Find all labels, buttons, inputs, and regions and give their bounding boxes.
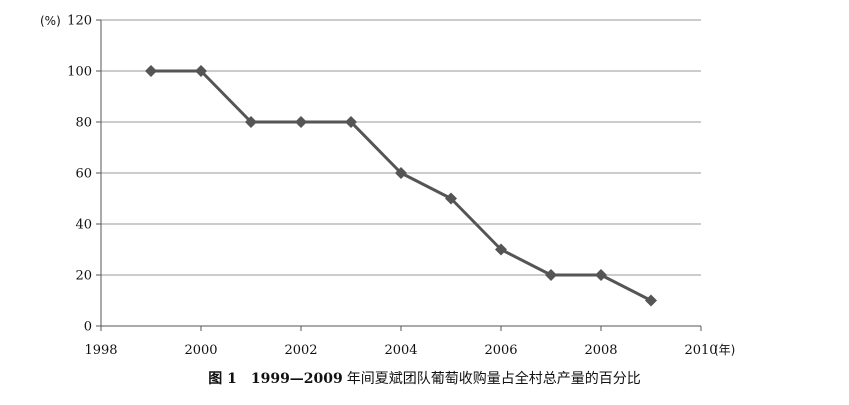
data-point-2002 <box>295 116 307 128</box>
data-point-2003 <box>345 116 357 128</box>
y-tick-label-4: 80 <box>75 116 92 131</box>
data-point-2001 <box>245 116 257 128</box>
y-tick-label-2: 40 <box>75 218 92 233</box>
x-tick-label-0: 1998 <box>84 343 117 358</box>
y-tick-labels: 0 20 40 60 80 100 120 <box>67 14 92 335</box>
figure-year-range: 1999—2009 <box>250 371 343 387</box>
y-tick-label-6: 120 <box>67 14 92 29</box>
figure-caption: 图 1 1999—2009 年间夏斌团队葡萄收购量占全村总产量的百分比 <box>0 368 849 388</box>
x-tick-label-6: 2010 <box>684 343 717 358</box>
data-point-2006 <box>495 243 507 256</box>
series-group <box>145 65 657 307</box>
x-axis-unit: (年) <box>714 343 735 357</box>
gridlines <box>101 19 701 276</box>
x-tick-labels: 1998 2000 2002 2004 2006 2008 2010 <box>84 343 717 358</box>
y-tick-label-3: 60 <box>75 167 92 182</box>
y-tick-label-5: 100 <box>67 65 92 80</box>
axes <box>96 19 702 331</box>
x-tick-label-4: 2006 <box>484 343 517 358</box>
data-point-2009 <box>645 294 657 307</box>
x-tick-label-2: 2002 <box>284 343 317 358</box>
data-point-2000 <box>195 65 207 77</box>
data-point-2005 <box>445 192 457 205</box>
data-point-1999 <box>145 65 157 77</box>
x-tick-label-3: 2004 <box>384 343 417 358</box>
figure-title: 年间夏斌团队葡萄收购量占全村总产量的百分比 <box>346 371 641 387</box>
x-tick-label-1: 2000 <box>184 343 217 358</box>
series-line <box>151 69 652 302</box>
line-chart: 0 20 40 60 80 100 120 1998 2000 2002 2004 2006 2008… <box>40 14 735 359</box>
y-tick-label-0: 0 <box>84 320 92 335</box>
figure-number: 图 1 <box>208 371 237 387</box>
data-point-2007 <box>545 269 557 281</box>
data-point-2004 <box>395 167 407 179</box>
y-axis-unit: (%) <box>40 14 61 28</box>
y-tick-label-1: 20 <box>75 269 92 284</box>
x-tick-label-5: 2008 <box>584 343 617 358</box>
data-point-2008 <box>595 269 607 281</box>
